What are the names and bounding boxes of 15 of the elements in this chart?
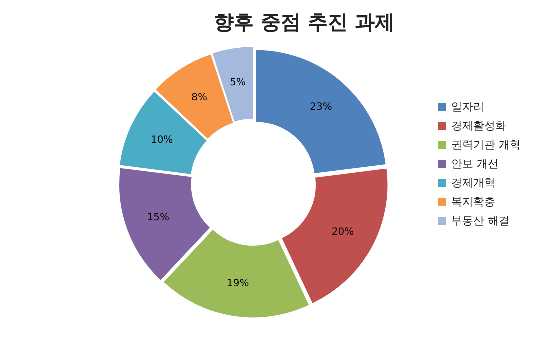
data-label: 15% [147,212,170,224]
chart-title: 향후 중점 추진 과제 [214,10,395,34]
data-label: 5% [230,78,246,89]
legend-label: 복지확충 [452,195,496,208]
data-label: 19% [226,278,250,290]
legend-label: 부동산 해결 [452,214,510,228]
legend-label: 경제개혁 [452,176,496,190]
legend-label: 일자리 [452,100,485,114]
data-label: 8% [192,92,208,104]
data-label: 23% [310,102,332,113]
legend-label: 권력기관 개혁 [452,138,522,152]
legend-label: 경제활성화 [452,119,507,132]
data-label: 20% [332,227,354,238]
data-label: 10% [150,134,174,146]
legend-label: 안보 개선 [452,157,500,170]
